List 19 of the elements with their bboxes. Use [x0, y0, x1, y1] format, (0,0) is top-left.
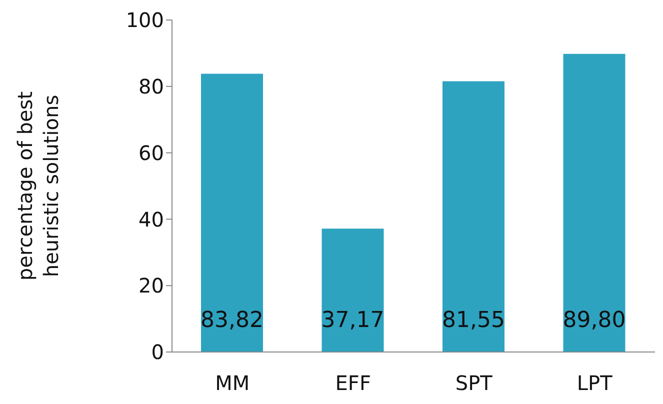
bar [322, 228, 384, 352]
x-tick-label: LPT [576, 371, 614, 396]
bar [442, 81, 504, 352]
y-axis-title: percentage of best heuristic solutions [13, 91, 63, 281]
y-tick-label: 0 [151, 340, 164, 364]
x-tick-label: MM [215, 371, 250, 396]
y-tick-label: 40 [138, 207, 164, 232]
x-tick-label: SPT [455, 371, 494, 396]
bar [201, 74, 263, 352]
data-label: 89,80 [562, 308, 626, 333]
bar [563, 54, 626, 352]
x-tick-label: EFF [335, 371, 371, 396]
data-label: 83,82 [200, 308, 264, 333]
y-tick-label: 20 [138, 274, 164, 298]
data-label: 37,17 [321, 308, 384, 333]
data-label: 81,55 [442, 308, 505, 333]
y-tick-label: 100 [126, 8, 164, 32]
y-tick-label: 60 [138, 140, 164, 165]
y-tick-label: 80 [138, 74, 164, 98]
